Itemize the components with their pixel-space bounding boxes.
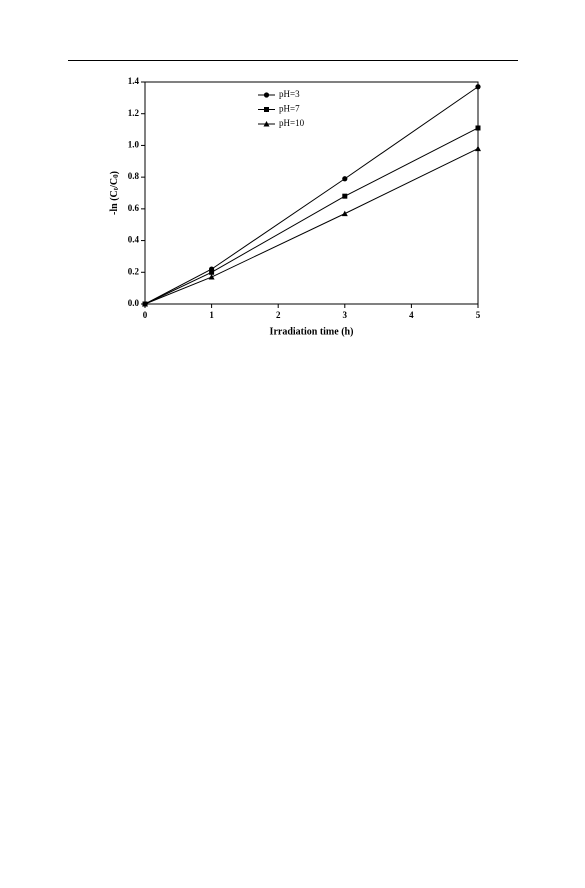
marker [475,84,481,90]
marker [475,145,481,152]
y-tick-label: 0.8 [128,171,140,181]
legend-label: pH=3 [279,89,300,99]
marker [209,269,215,275]
y-tick-label: 1.2 [128,108,140,118]
plot-frame [144,81,479,305]
marker [475,125,481,131]
marker [342,193,348,199]
x-tick-label: 2 [276,310,281,320]
legend-marker [263,92,270,98]
marker [208,274,215,280]
x-tick-label: 0 [143,310,148,320]
y-axis-label-part: t [112,187,120,190]
y-axis-label-part: ) [109,171,120,174]
y-tick-label: 1.4 [128,76,140,86]
y-tick-label: 0.0 [128,298,140,308]
marker [342,176,348,182]
legend-marker [264,107,269,112]
marker [142,301,148,307]
x-axis-label: Irradiation time (h) [270,326,354,337]
x-tick-label: 5 [476,310,481,320]
x-tick-label: 3 [343,310,348,320]
y-tick-label: 0.4 [128,235,140,245]
y-tick-label: 0.2 [128,266,140,276]
y-tick-label: 0.6 [128,203,140,213]
legend-label: pH=10 [279,118,305,128]
y-axis-label: -ln (Ct/C0) [109,171,120,215]
series-line [144,127,479,305]
legend-marker [263,121,270,127]
y-axis-label-part: /C [109,178,120,189]
y-tick-label: 1.0 [128,139,140,149]
y-axis-label-part: 0 [112,174,120,178]
series-line [144,148,479,305]
y-axis-label-part: -ln (C [109,190,120,215]
legend-label: pH=7 [279,104,300,114]
series-line [144,86,479,305]
x-tick-label: 4 [409,310,414,320]
marker [341,210,348,217]
x-tick-label: 1 [209,310,214,320]
